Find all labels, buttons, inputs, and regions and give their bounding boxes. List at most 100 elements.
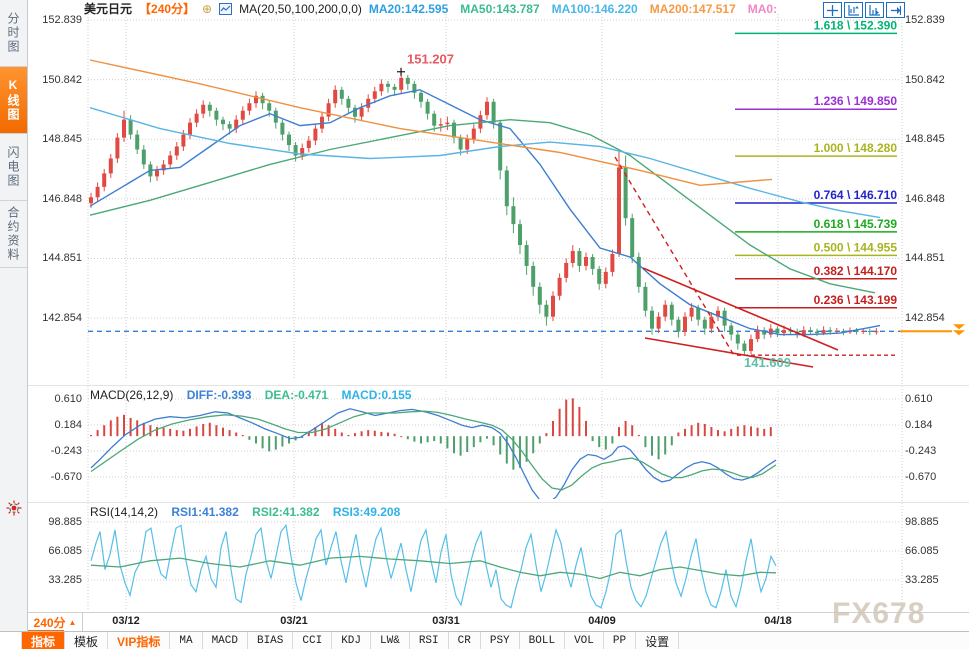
- toolbar-item[interactable]: RSI: [410, 632, 449, 649]
- rsi-name: RSI(14,14,2): [90, 505, 159, 519]
- toolbar-item[interactable]: 指标: [22, 632, 66, 649]
- toolbar-item[interactable]: 设置: [636, 632, 680, 649]
- period-tag[interactable]: 【240分】: [139, 2, 196, 16]
- macd-axis-label: 0.184: [905, 418, 933, 431]
- scale-y-icon[interactable]: [844, 2, 863, 18]
- sidebar-tab[interactable]: 闪电图: [0, 134, 27, 201]
- toolbar-item[interactable]: 模板: [65, 632, 109, 649]
- ma-header-value: MA0:: [747, 1, 778, 16]
- macd-name: MACD(26,12,9): [90, 388, 174, 402]
- fib-level-label: 1.236 \ 149.850: [814, 94, 898, 108]
- rsi-axis-label: 98.885: [905, 516, 939, 528]
- rsi3-value: RSI3:49.208: [332, 505, 401, 519]
- trendline[interactable]: [614, 156, 736, 358]
- pane-separator: [28, 385, 969, 386]
- macd-dea-value: DEA:-0.471: [264, 388, 329, 402]
- macd-axis-label: -0.243: [50, 444, 82, 457]
- candlestick-series: [89, 68, 879, 356]
- price-axis-label: 152.839: [42, 14, 82, 26]
- date-tick-label: 04/18: [764, 615, 792, 627]
- rsi-slow-line: [90, 555, 777, 580]
- price-axis-label: 142.854: [905, 312, 945, 325]
- date-tick-label: 03/31: [432, 615, 460, 627]
- toolbar-item[interactable]: BOLL: [520, 632, 566, 649]
- rsi-axis-label: 66.085: [905, 544, 939, 557]
- macd-histogram: [90, 398, 772, 470]
- macd-axis-label: -0.670: [50, 471, 82, 483]
- toolbar-item[interactable]: MA: [170, 632, 203, 649]
- toolbar-item[interactable]: VOL: [565, 632, 604, 649]
- price-axis-label: 150.842: [42, 73, 82, 86]
- indicator-toolbar: 指标 模板 VIP指标 MA MACD BIAS CCI KDJ LW& RSI CR PSY BOLL…: [0, 631, 969, 649]
- rsi-axis-label: 33.285: [48, 573, 82, 586]
- rsi-axis-label: 66.085: [48, 544, 82, 557]
- toolbar-item[interactable]: PSY: [481, 632, 520, 649]
- ma-formula: MA(20,50,100,200,0,0): [239, 1, 362, 16]
- watermark: FX678: [832, 597, 926, 630]
- ma200-line: [89, 59, 773, 187]
- time-axis-row: 240分 ▲ 03/12 03/21 03/31 04/09 04/18: [28, 612, 969, 633]
- toolbar-item[interactable]: KDJ: [332, 632, 372, 649]
- ma100-line: [89, 107, 881, 219]
- toolbar-item[interactable]: LW&: [371, 632, 410, 649]
- period-selector-button[interactable]: 240分 ▲: [28, 613, 83, 631]
- price-axis-label: 144.851: [905, 252, 945, 265]
- price-axis-label: 152.839: [905, 14, 945, 26]
- pan-right-icon[interactable]: [886, 2, 905, 18]
- fib-level-label: 1.618 \ 152.390: [814, 18, 898, 32]
- fib-level-label: 0.236 \ 143.199: [814, 293, 898, 307]
- current-price-marker[interactable]: [953, 324, 965, 336]
- ma-values: MA20:142.595 MA50:143.787 MA100:146.220 MA2…: [369, 2, 789, 16]
- date-tick-label: 04/09: [588, 615, 616, 627]
- price-axis-label: 148.845: [905, 133, 945, 146]
- ma-header-value: MA100:146.220: [551, 1, 638, 16]
- macd-dea-line: [90, 410, 777, 491]
- toolbar-spacer: [0, 632, 22, 649]
- toolbar-item[interactable]: VIP指标: [108, 632, 171, 649]
- rsi-fast-line: [90, 523, 777, 609]
- trendline[interactable]: [644, 337, 814, 368]
- toolbar-item[interactable]: CR: [449, 632, 481, 649]
- sidebar-tab[interactable]: 分时图: [0, 0, 27, 67]
- rsi-axis-label: 33.285: [905, 573, 939, 586]
- date-tick-label: 03/21: [280, 615, 308, 627]
- macd-pane-header: MACD(26,12,9) DIFF:-0.393 DEA:-0.471 MAC…: [90, 388, 421, 402]
- low-price-annotation: 141.609: [744, 355, 791, 370]
- price-axis-label: 142.854: [42, 312, 82, 325]
- fib-level-label: 0.382 \ 144.170: [814, 264, 898, 278]
- toolbar-item[interactable]: CCI: [293, 632, 333, 649]
- ma50-line: [89, 118, 876, 294]
- toolbar-item[interactable]: PP: [604, 632, 637, 649]
- alert-burst-icon[interactable]: [6, 500, 22, 516]
- toolbar-item[interactable]: MACD: [203, 632, 248, 649]
- high-price-annotation: 151.207: [407, 52, 454, 67]
- toolbar-item[interactable]: BIAS: [248, 632, 294, 649]
- macd-axis-label: 0.610: [54, 393, 82, 405]
- rsi2-value: RSI2:41.382: [252, 505, 320, 519]
- macd-axis-label: 0.184: [54, 418, 82, 431]
- rsi-axis-label: 98.885: [48, 516, 82, 528]
- sidebar-tab[interactable]: K线图: [0, 67, 27, 134]
- fib-level-label: 1.000 \ 148.280: [814, 141, 898, 155]
- macd-diff-line: [90, 408, 777, 499]
- fib-level-label: 0.500 \ 144.955: [814, 240, 898, 254]
- ma20-line: [89, 89, 881, 336]
- chart-header: 美元日元 【240分】 ⊕ MA(20,50,100,200,0,0) MA20…: [84, 1, 789, 17]
- add-compare-icon[interactable]: ⊕: [202, 1, 213, 16]
- sidebar-tab[interactable]: 合约资料: [0, 201, 27, 268]
- fib-level-label: 0.764 \ 146.710: [814, 188, 898, 202]
- trendline[interactable]: [642, 267, 839, 351]
- scale-x-icon[interactable]: [865, 2, 884, 18]
- ma-indicator-icon[interactable]: [219, 2, 233, 16]
- crosshair-icon[interactable]: [823, 2, 842, 18]
- ma-header-value: MA200:147.517: [649, 1, 736, 16]
- ma-header-value: MA20:142.595: [368, 1, 449, 16]
- sidebar: 分时图 K线图 闪电图 合约资料: [0, 0, 28, 631]
- chevron-up-icon: ▲: [68, 617, 77, 627]
- rsi1-value: RSI1:41.382: [171, 505, 239, 519]
- period-label: 240分: [33, 615, 66, 630]
- ma-header-value: MA50:143.787: [460, 1, 540, 16]
- fib-level-label: 0.618 \ 145.739: [814, 217, 898, 231]
